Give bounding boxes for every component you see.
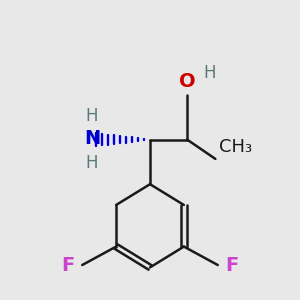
Text: F: F: [225, 256, 239, 274]
Text: F: F: [61, 256, 75, 274]
Text: H: H: [86, 154, 98, 172]
Text: CH₃: CH₃: [219, 138, 252, 156]
Text: H: H: [203, 64, 216, 82]
Text: N: N: [84, 129, 100, 148]
Text: O: O: [179, 72, 196, 91]
Text: H: H: [86, 107, 98, 125]
